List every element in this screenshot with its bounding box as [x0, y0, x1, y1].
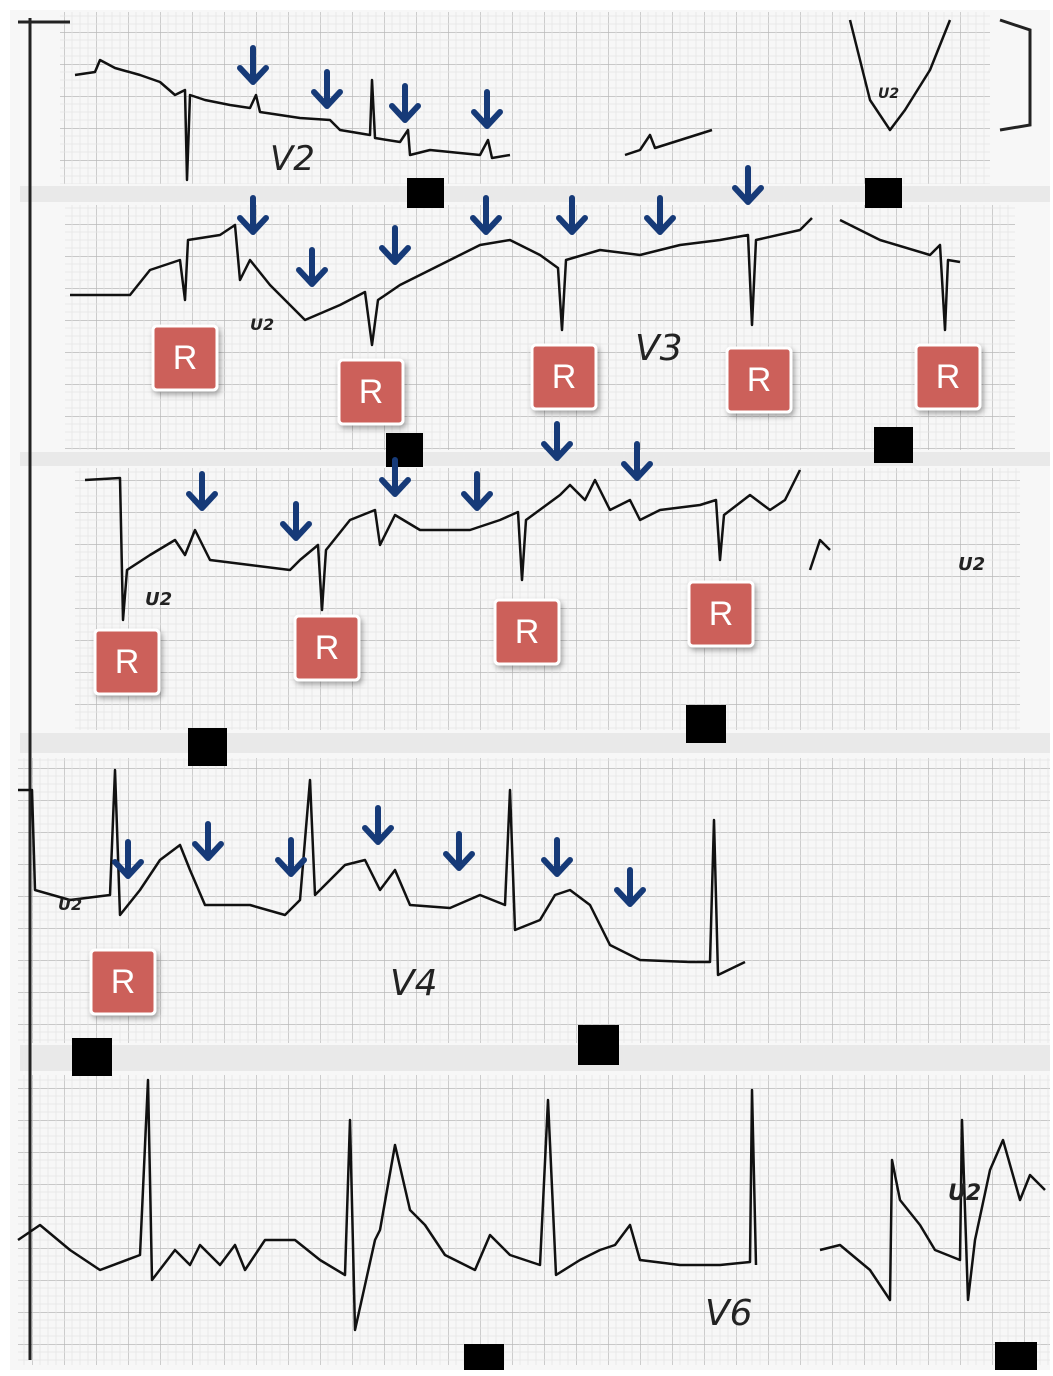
wave-label: U2	[958, 554, 985, 575]
arrow	[112, 839, 144, 879]
arrows	[112, 45, 764, 907]
r-marker: R	[725, 346, 793, 414]
arrow	[644, 195, 676, 235]
r-box	[725, 346, 793, 414]
annotations: V2 U2 V3 U2 R R R R R U2 U2 R R R R V4 U2 R V6 U2	[58, 86, 985, 1334]
arrow	[237, 195, 269, 235]
r-marker: R	[151, 324, 219, 392]
arrow	[732, 165, 764, 205]
frame-lines	[18, 18, 1032, 1360]
separators	[20, 186, 1050, 1071]
arrow	[311, 69, 343, 109]
r-box	[687, 580, 755, 648]
lead-label: V4	[390, 963, 438, 1004]
calibration-marks	[72, 178, 1037, 1370]
arrow	[362, 805, 394, 845]
arrow	[379, 457, 411, 497]
grid-strips	[18, 12, 1050, 1365]
arrow	[443, 831, 475, 871]
r-marker: R	[914, 343, 982, 411]
r-marker: R	[93, 628, 161, 696]
arrow	[389, 83, 421, 123]
lead-label: V2	[270, 139, 315, 179]
lead-label: V3	[635, 328, 683, 369]
arrow	[192, 821, 224, 861]
r-marker: R	[687, 580, 755, 648]
r-label: R	[936, 358, 961, 396]
wave-label: U2	[145, 589, 172, 610]
arrow	[470, 195, 502, 235]
arrow	[621, 441, 653, 481]
arrow	[471, 89, 503, 129]
r-box	[89, 948, 157, 1016]
r-marker: R	[493, 598, 561, 666]
lead-label: V6	[705, 1293, 753, 1334]
r-box	[337, 358, 405, 426]
r-box	[93, 628, 161, 696]
r-marker: R	[293, 614, 361, 682]
r-label: R	[111, 963, 136, 1001]
wave-label: U2	[250, 315, 274, 334]
arrow	[275, 837, 307, 877]
arrow	[237, 45, 269, 85]
r-label: R	[315, 629, 340, 667]
r-box	[151, 324, 219, 392]
arrow	[556, 195, 588, 235]
wave-label: U2	[878, 86, 899, 102]
r-marker: R	[89, 948, 157, 1016]
arrow	[541, 837, 573, 877]
ecg-traces	[17, 19, 1046, 1332]
r-marker: R	[530, 343, 598, 411]
arrow	[379, 225, 411, 265]
r-label: R	[115, 643, 140, 681]
arrow	[541, 421, 573, 461]
r-label: R	[747, 361, 772, 399]
arrow	[614, 867, 646, 907]
arrow	[280, 501, 312, 541]
r-label: R	[515, 613, 540, 651]
r-label: R	[359, 373, 384, 411]
wave-label: U2	[948, 1181, 981, 1206]
r-box	[493, 598, 561, 666]
r-label: R	[173, 339, 198, 377]
r-box	[914, 343, 982, 411]
r-label: R	[709, 595, 734, 633]
r-marker: R	[337, 358, 405, 426]
r-label: R	[552, 358, 577, 396]
arrow	[296, 247, 328, 287]
wave-label: U2	[58, 895, 82, 914]
r-box	[293, 614, 361, 682]
arrow	[461, 471, 493, 511]
r-box	[530, 343, 598, 411]
arrow	[186, 471, 218, 511]
